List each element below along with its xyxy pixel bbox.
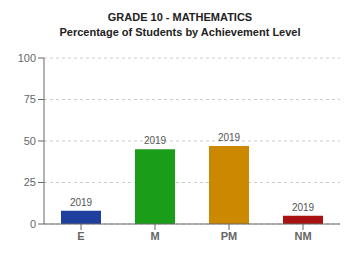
svg-text:25: 25 [24, 176, 36, 188]
svg-text:NM: NM [294, 230, 311, 242]
svg-text:PM: PM [221, 230, 238, 242]
svg-text:2019: 2019 [70, 197, 93, 208]
svg-text:M: M [150, 230, 159, 242]
svg-text:2019: 2019 [292, 202, 315, 213]
svg-text:75: 75 [24, 93, 36, 105]
svg-text:0: 0 [30, 218, 36, 230]
svg-text:2019: 2019 [218, 132, 241, 143]
svg-text:50: 50 [24, 135, 36, 147]
svg-text:2019: 2019 [144, 135, 167, 146]
svg-text:100: 100 [18, 52, 36, 64]
html-text:Percentage of Students by Achi: Percentage of Students by Achievement Le… [59, 26, 301, 38]
html-text:GRADE 10 - MATHEMATICS: GRADE 10 - MATHEMATICS [107, 11, 253, 23]
svg-text:E: E [77, 230, 84, 242]
